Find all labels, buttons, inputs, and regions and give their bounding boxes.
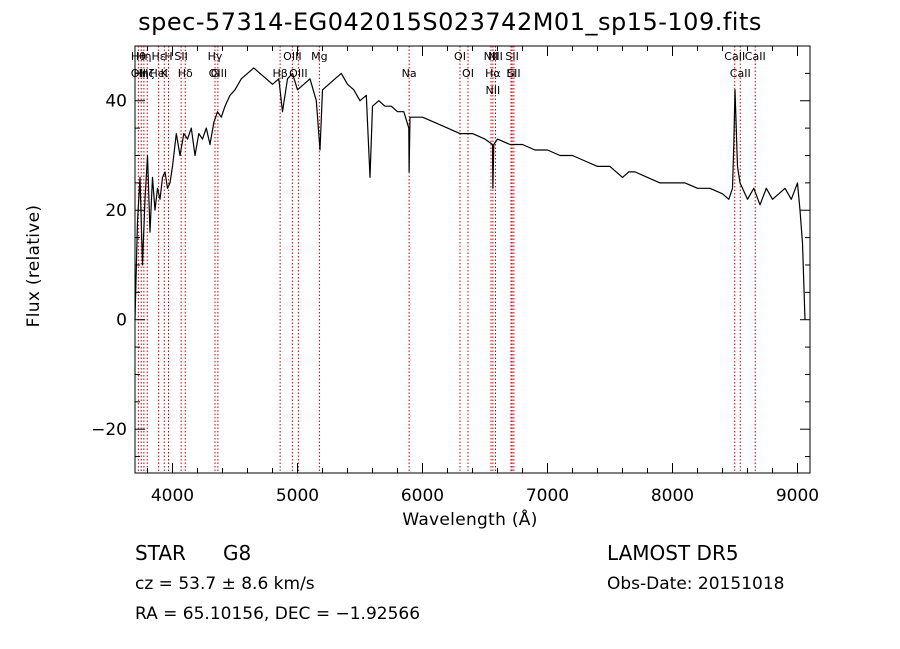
coordinates: RA = 65.10156, DEC = −1.92566 xyxy=(135,604,421,624)
line-marker-label: CaII xyxy=(724,50,745,63)
line-marker-label: Hε xyxy=(152,50,166,63)
axis-tick-labels: 4000 5000 6000 7000 8000 9000 −20 0 20 40 xyxy=(91,92,819,506)
line-marker-label: Mg xyxy=(311,50,327,63)
redshift-cz: cz = 53.7 ± 8.6 km/s xyxy=(135,574,315,594)
object-class: STAR xyxy=(135,541,186,565)
line-marker-label: SII xyxy=(174,50,187,63)
observation-date: Obs-Date: 20151018 xyxy=(607,574,785,594)
line-marker-label: Hγ xyxy=(208,50,223,63)
x-tick-label: 8000 xyxy=(651,486,694,506)
line-marker-label: K xyxy=(161,67,169,80)
y-tick-label: 0 xyxy=(116,311,127,331)
line-marker-label: Hη xyxy=(134,67,149,80)
x-axis-label: Wavelength (Å) xyxy=(402,510,538,530)
y-tick-label: −20 xyxy=(91,420,127,440)
line-marker-label: Hβ xyxy=(272,67,287,80)
line-marker-label: OIII xyxy=(283,50,301,63)
line-marker-label: CaII xyxy=(730,67,751,80)
line-marker-label: SII xyxy=(505,50,518,63)
line-marker-label: H xyxy=(164,50,172,63)
spectrum-layer xyxy=(134,67,806,320)
line-marker-label: NII xyxy=(486,84,501,97)
line-markers xyxy=(137,46,756,473)
line-marker-label: OI xyxy=(462,67,474,80)
line-marker-label: Hα xyxy=(485,67,501,80)
line-marker-label: Hζ xyxy=(140,67,154,80)
line-marker-label: SII xyxy=(507,67,520,80)
line-marker-label: G xyxy=(211,67,220,80)
line-marker-label: Hη xyxy=(136,50,151,63)
y-tick-label: 20 xyxy=(105,201,127,221)
spectrum-line xyxy=(134,67,806,320)
line-marker-label: HeI xyxy=(149,67,167,80)
y-axis-label: Flux (relative) xyxy=(24,204,44,328)
line-marker-label: CaII xyxy=(745,50,766,63)
line-marker-label: Li xyxy=(506,67,515,80)
line-marker-label: NII xyxy=(484,50,499,63)
object-subclass: G8 xyxy=(223,541,252,565)
survey-name: LAMOST DR5 xyxy=(607,541,739,565)
chart-title: spec-57314-EG042015S023742M01_sp15-109.f… xyxy=(138,8,762,36)
plot-frame xyxy=(134,45,811,474)
x-tick-label: 4000 xyxy=(151,486,194,506)
axis-ticks xyxy=(135,45,810,473)
line-marker-label: Na xyxy=(402,67,417,80)
x-tick-label: 5000 xyxy=(276,486,319,506)
y-tick-label: 40 xyxy=(105,92,127,112)
line-marker-label: OIII xyxy=(209,67,227,80)
line-marker-label: OI xyxy=(454,50,466,63)
line-marker-label: NII xyxy=(488,50,503,63)
x-tick-label: 7000 xyxy=(526,486,569,506)
x-tick-label: 9000 xyxy=(776,486,819,506)
line-marker-label: Hδ xyxy=(178,67,193,80)
x-tick-label: 6000 xyxy=(401,486,444,506)
